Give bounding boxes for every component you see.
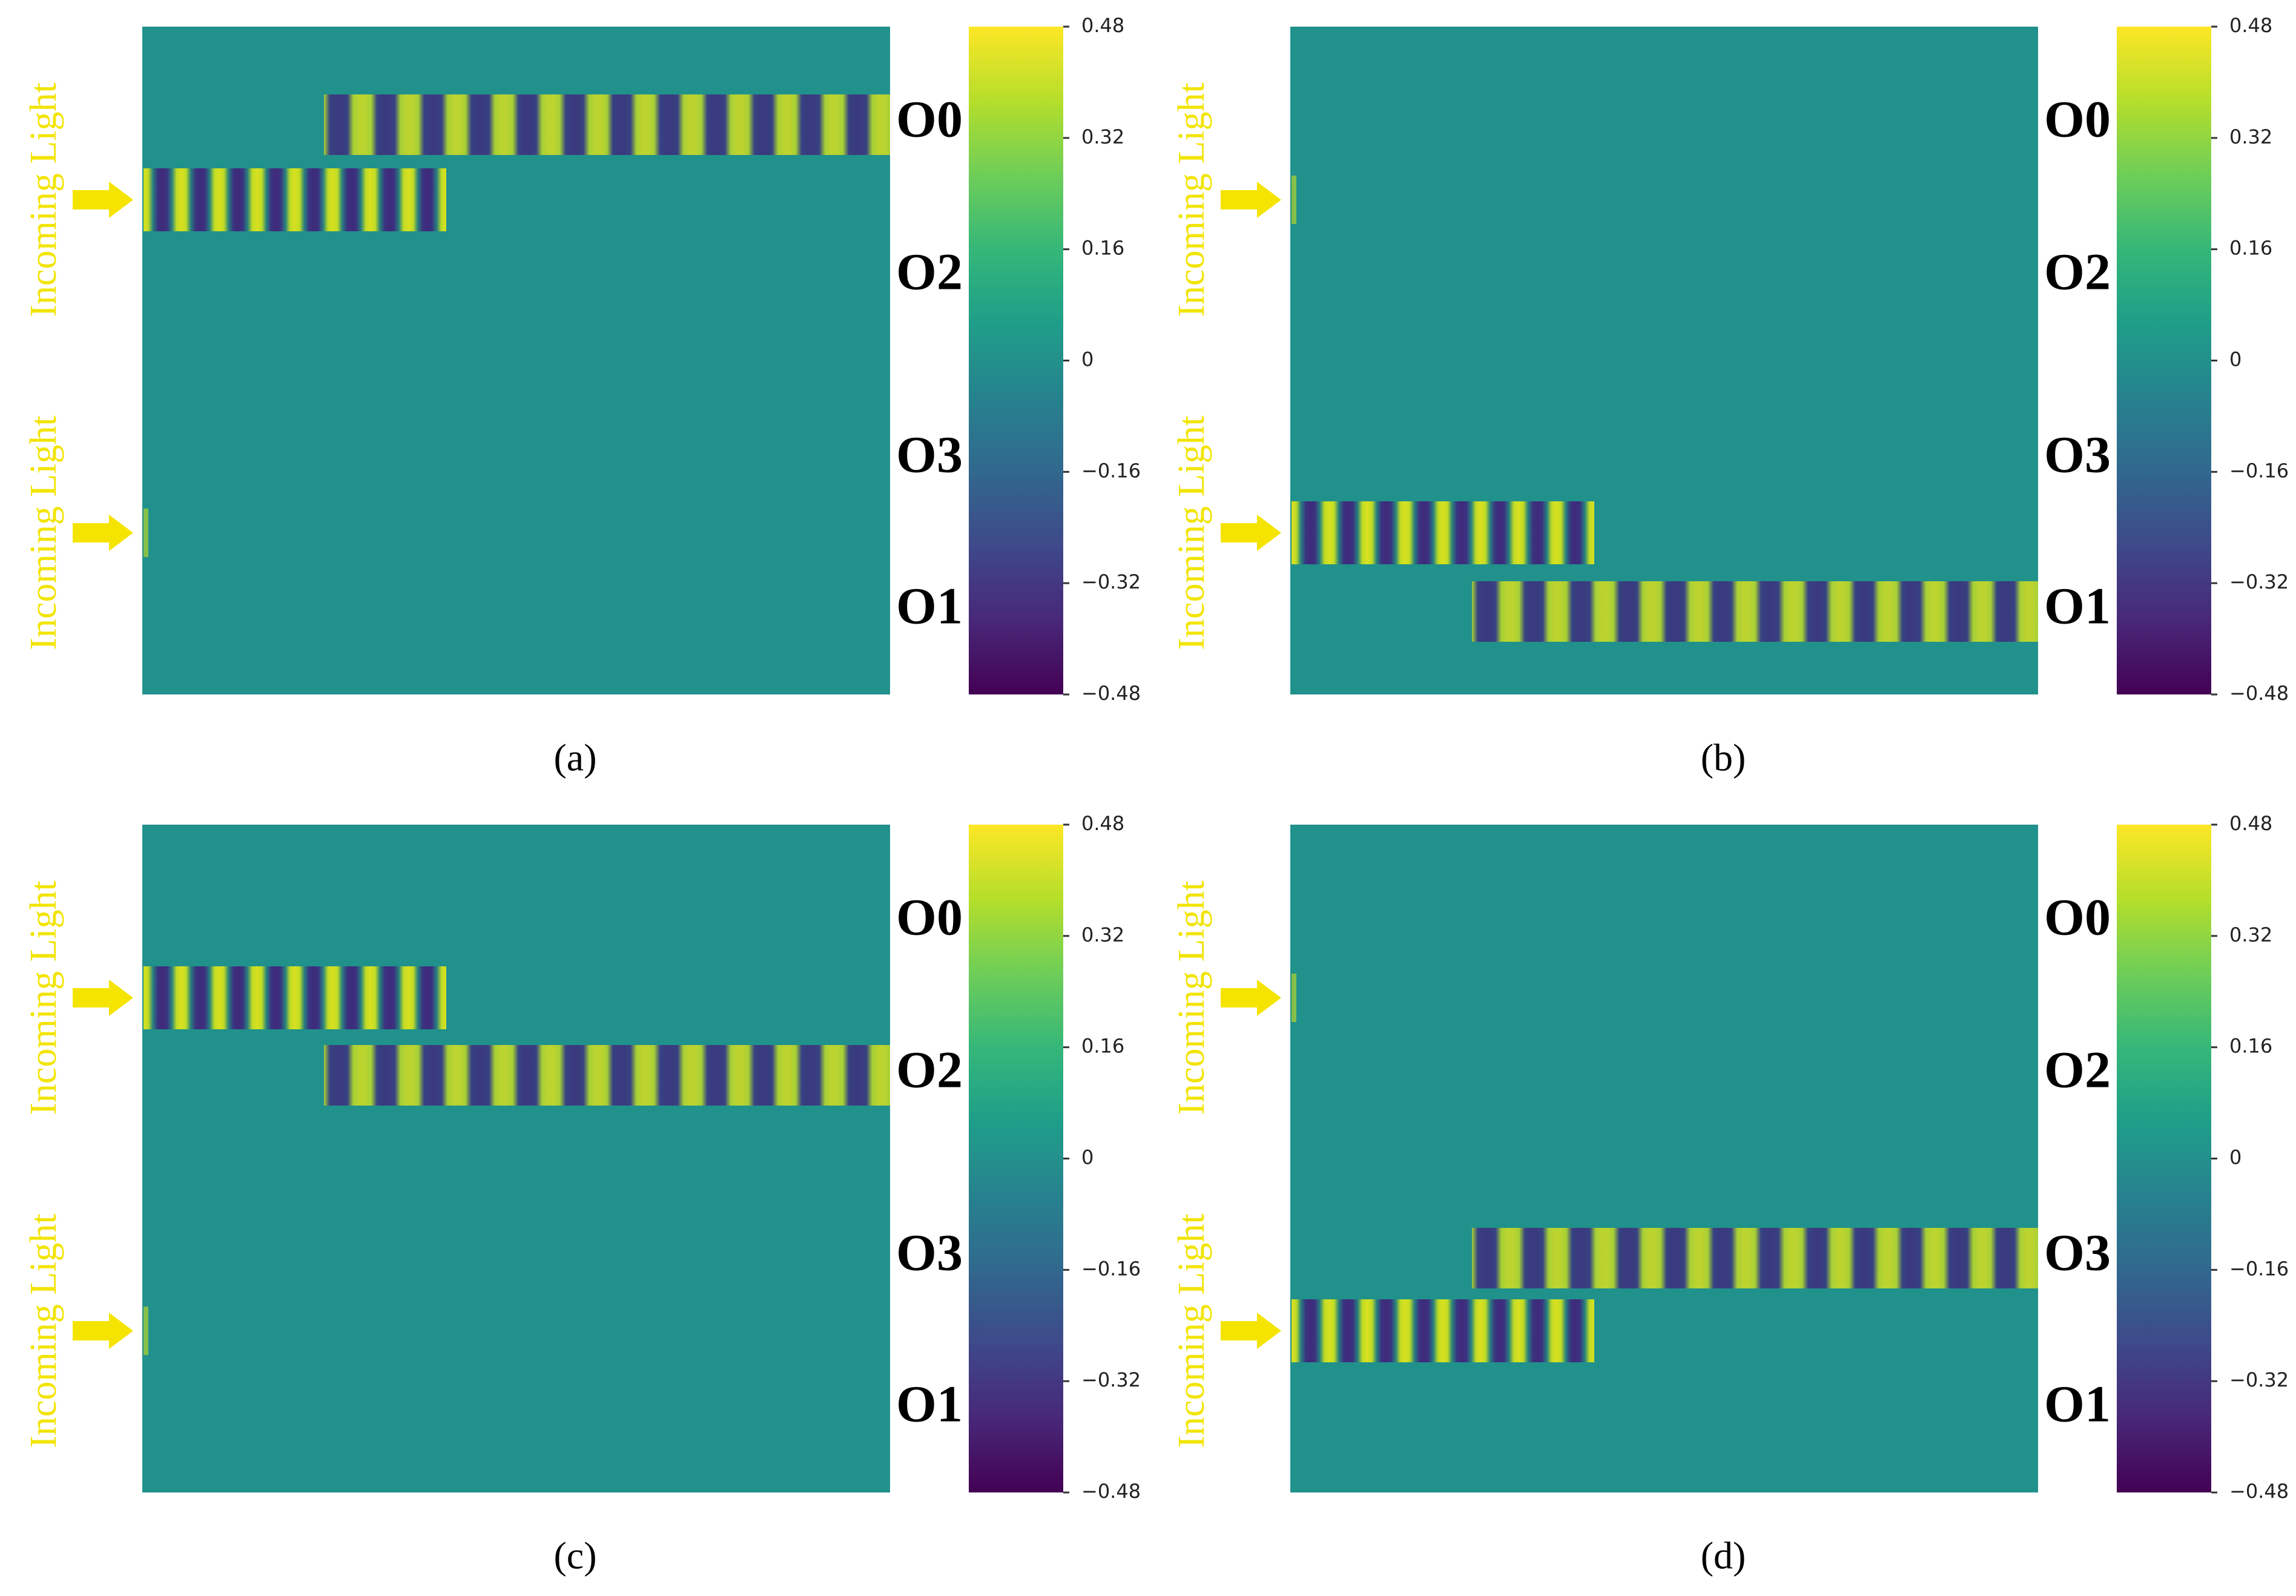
panel-caption: (c) bbox=[553, 1534, 596, 1577]
incoming-light-label: Incoming Light bbox=[1171, 880, 1212, 1115]
colorbar-tick-label: 0.32 bbox=[1081, 923, 1124, 946]
colorbar-tick-label: 0.32 bbox=[2229, 125, 2272, 148]
output-port-label-o1: O1 bbox=[2044, 577, 2111, 635]
output-port-label-o1: O1 bbox=[896, 577, 963, 635]
input-beam bbox=[1292, 1299, 1594, 1362]
colorbar-tick-label: 0 bbox=[1081, 348, 1094, 371]
panel-a-svg: Incoming Light Incoming Light O0 O2 O3 O1 0.48… bbox=[23, 14, 1141, 779]
panel-b: Incoming Light Incoming Light O0 O2 O3 O1 0.48… bbox=[1148, 0, 2296, 798]
panel-a: Incoming Light Incoming Light O0 O2 O3 O1 0.48… bbox=[0, 0, 1148, 798]
input-beam bbox=[144, 966, 446, 1029]
incoming-arrow-icon bbox=[1221, 980, 1281, 1016]
idle-input-marker bbox=[144, 509, 148, 557]
colorbar-tick-label: 0.16 bbox=[2229, 1035, 2272, 1058]
colorbar bbox=[969, 27, 1063, 694]
colorbar-tick-label: −0.48 bbox=[1081, 682, 1141, 705]
field-map bbox=[142, 825, 890, 1492]
output-port-label-o3: O3 bbox=[2044, 426, 2111, 484]
colorbar bbox=[969, 825, 1063, 1492]
colorbar-tick-label: 0.16 bbox=[1081, 1035, 1124, 1058]
output-port-label-o2: O2 bbox=[2044, 243, 2111, 301]
colorbar-tick-label: 0.16 bbox=[1081, 237, 1124, 260]
idle-input-marker bbox=[144, 1307, 148, 1355]
output-port-label-o3: O3 bbox=[896, 426, 963, 484]
output-port-label-o2: O2 bbox=[2044, 1041, 2111, 1099]
field-map bbox=[1290, 825, 2038, 1492]
incoming-light-label: Incoming Light bbox=[23, 82, 64, 317]
panel-b-svg: Incoming Light Incoming Light O0 O2 O3 O1 0.48… bbox=[1171, 14, 2289, 779]
panel-c: Incoming Light Incoming Light O0 O2 O3 O1 0.48… bbox=[0, 798, 1148, 1596]
colorbar bbox=[2117, 27, 2211, 694]
panel-d: Incoming Light Incoming Light O0 O2 O3 O1 0.48… bbox=[1148, 798, 2296, 1596]
colorbar-tick-label: 0.48 bbox=[1081, 812, 1124, 835]
incoming-light-label: Incoming Light bbox=[1171, 415, 1212, 650]
colorbar-tick-label: 0.32 bbox=[2229, 923, 2272, 946]
incoming-light-label: Incoming Light bbox=[1171, 82, 1212, 317]
incoming-arrow-icon bbox=[73, 980, 133, 1016]
colorbar-tick-label: −0.48 bbox=[1081, 1480, 1141, 1503]
panel-caption: (d) bbox=[1701, 1534, 1746, 1577]
colorbar-tick-label: −0.32 bbox=[1081, 1368, 1141, 1391]
output-port-label-o2: O2 bbox=[896, 1041, 963, 1099]
colorbar-tick-label: −0.32 bbox=[2229, 570, 2289, 593]
output-beam bbox=[1472, 581, 2038, 642]
colorbar-tick-label: 0.16 bbox=[2229, 237, 2272, 260]
colorbar-tick-label: −0.32 bbox=[2229, 1368, 2289, 1391]
input-beam bbox=[144, 168, 446, 231]
incoming-light-label: Incoming Light bbox=[23, 415, 64, 650]
output-port-label-o0: O0 bbox=[2044, 888, 2111, 946]
idle-input-marker bbox=[1292, 974, 1296, 1022]
output-port-label-o0: O0 bbox=[2044, 90, 2111, 148]
output-port-label-o1: O1 bbox=[2044, 1375, 2111, 1433]
incoming-arrow-icon bbox=[73, 515, 133, 551]
incoming-arrow-icon bbox=[1221, 182, 1281, 218]
output-port-label-o1: O1 bbox=[896, 1375, 963, 1433]
incoming-arrow-icon bbox=[73, 1313, 133, 1349]
colorbar bbox=[2117, 825, 2211, 1492]
incoming-arrow-icon bbox=[1221, 1313, 1281, 1349]
colorbar-tick-label: 0 bbox=[2229, 348, 2242, 371]
colorbar-tick-label: −0.48 bbox=[2229, 682, 2289, 705]
colorbar-tick-label: −0.32 bbox=[1081, 570, 1141, 593]
colorbar-tick-label: 0.48 bbox=[2229, 812, 2272, 835]
output-beam bbox=[324, 1045, 890, 1106]
colorbar-tick-label: 0.48 bbox=[1081, 14, 1124, 37]
incoming-arrow-icon bbox=[1221, 515, 1281, 551]
incoming-light-label: Incoming Light bbox=[23, 1213, 64, 1448]
colorbar-tick-label: −0.16 bbox=[1081, 1257, 1141, 1280]
colorbar-tick-label: −0.16 bbox=[2229, 459, 2289, 482]
colorbar-tick-label: 0 bbox=[2229, 1146, 2242, 1169]
output-beam bbox=[324, 94, 890, 155]
output-port-label-o3: O3 bbox=[2044, 1224, 2111, 1282]
output-beam bbox=[1472, 1228, 2038, 1288]
idle-input-marker bbox=[1292, 176, 1296, 224]
incoming-light-label: Incoming Light bbox=[1171, 1213, 1212, 1448]
output-port-label-o3: O3 bbox=[896, 1224, 963, 1282]
colorbar-tick-label: −0.48 bbox=[2229, 1480, 2289, 1503]
colorbar-tick-label: −0.16 bbox=[1081, 459, 1141, 482]
input-beam bbox=[1292, 501, 1594, 564]
panel-caption: (b) bbox=[1701, 736, 1746, 779]
colorbar-tick-label: 0.32 bbox=[1081, 125, 1124, 148]
colorbar-tick-label: −0.16 bbox=[2229, 1257, 2289, 1280]
colorbar-tick-label: 0 bbox=[1081, 1146, 1094, 1169]
incoming-light-label: Incoming Light bbox=[23, 880, 64, 1115]
incoming-arrow-icon bbox=[73, 182, 133, 218]
panel-d-svg: Incoming Light Incoming Light O0 O2 O3 O1 0.48… bbox=[1171, 812, 2289, 1577]
panel-caption: (a) bbox=[553, 736, 596, 779]
panel-c-svg: Incoming Light Incoming Light O0 O2 O3 O1 0.48… bbox=[23, 812, 1141, 1577]
output-port-label-o2: O2 bbox=[896, 243, 963, 301]
output-port-label-o0: O0 bbox=[896, 888, 963, 946]
colorbar-tick-label: 0.48 bbox=[2229, 14, 2272, 37]
output-port-label-o0: O0 bbox=[896, 90, 963, 148]
